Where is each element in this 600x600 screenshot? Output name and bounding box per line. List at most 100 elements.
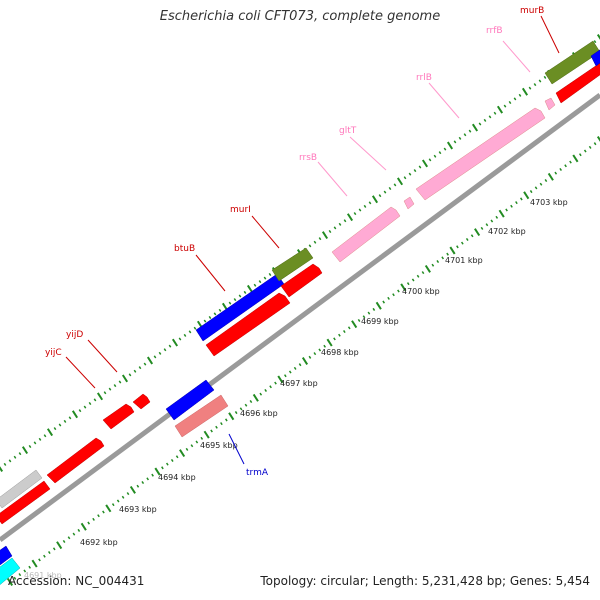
minor-tick (308, 355, 312, 359)
minor-tick (406, 282, 410, 286)
minor-tick (188, 330, 192, 334)
gene-label-rrsB[interactable]: rrsB (299, 153, 317, 163)
minor-tick (298, 363, 302, 367)
gene-feature-trmA[interactable] (165, 379, 215, 421)
gene-feature-salmon[interactable] (174, 394, 229, 438)
genome-backbone (0, 92, 600, 543)
minor-tick (446, 252, 449, 256)
minor-tick (458, 136, 462, 140)
major-tick (6, 578, 14, 586)
minor-tick (465, 237, 469, 241)
major-tick (46, 428, 54, 437)
minor-tick (493, 111, 497, 115)
minor-tick (13, 455, 17, 459)
gene-feature-red[interactable] (205, 292, 291, 357)
major-tick (351, 320, 358, 329)
major-tick (471, 123, 479, 132)
minor-tick (593, 142, 597, 146)
minor-tick (533, 83, 537, 87)
minor-tick (200, 436, 204, 440)
major-tick (396, 177, 404, 186)
gene-feature-murI[interactable] (271, 247, 314, 282)
minor-tick (383, 190, 387, 194)
gene-label-rrfB[interactable]: rrfB (486, 26, 503, 36)
minor-tick (456, 245, 459, 249)
minor-tick (431, 263, 435, 267)
minor-tick (78, 409, 82, 413)
minor-tick (220, 422, 223, 426)
gene-label-trmA[interactable]: trmA (246, 468, 269, 478)
minor-tick (215, 425, 218, 429)
minor-tick (228, 301, 232, 305)
minor-tick (87, 521, 91, 525)
minor-tick (170, 458, 174, 462)
major-tick (146, 356, 154, 365)
major-tick (129, 485, 136, 494)
gene-feature-red[interactable] (102, 403, 135, 430)
gene-feature-red[interactable] (132, 393, 151, 410)
minor-tick (52, 547, 56, 551)
gene-feature-rrlB[interactable] (415, 107, 546, 201)
major-tick (246, 284, 254, 293)
major-tick (421, 159, 429, 168)
minor-tick (68, 416, 72, 420)
minor-tick (102, 510, 105, 514)
gene-feature-red[interactable] (46, 437, 105, 484)
minor-tick (116, 499, 120, 503)
minor-tick (43, 554, 46, 558)
minor-tick (97, 514, 100, 518)
scale-label: 4692 kbp (80, 538, 118, 547)
gene-feature-gltT[interactable] (403, 196, 415, 210)
minor-tick (58, 423, 62, 427)
minor-tick (441, 256, 445, 260)
minor-tick (503, 104, 507, 108)
gene-feature-rrfB[interactable] (544, 97, 556, 111)
gene-feature-red[interactable] (280, 263, 323, 298)
gene-label-gltT[interactable]: gltT (339, 126, 357, 136)
scale-label: 4695 kbp (200, 441, 238, 450)
minor-tick (67, 536, 71, 540)
minor-tick (387, 296, 390, 300)
gene-label-rrlB[interactable]: rrlB (416, 73, 432, 83)
minor-tick (485, 223, 489, 227)
minor-tick (333, 337, 336, 341)
minor-tick (268, 272, 272, 277)
gene-label-yijD[interactable]: yijD (66, 330, 83, 340)
minor-tick (347, 326, 351, 330)
gene-feature-cyan[interactable] (0, 557, 21, 588)
minor-tick (208, 315, 212, 320)
major-tick (0, 466, 4, 472)
minor-tick (488, 115, 492, 119)
label-leaders (65, 15, 560, 465)
major-tick (105, 504, 112, 513)
gene-feature-murB[interactable] (544, 40, 600, 85)
minor-tick (53, 427, 57, 431)
gene-label-murI[interactable]: murI (230, 205, 251, 215)
scale-label: 4698 kbp (321, 348, 359, 357)
gene-feature-rrsB[interactable] (331, 206, 401, 263)
minor-tick (141, 481, 145, 485)
minor-tick (244, 403, 248, 407)
minor-tick (38, 558, 41, 562)
tick-tracks (0, 34, 600, 586)
gene-feature-blue[interactable] (0, 545, 13, 566)
major-tick (498, 209, 505, 218)
minor-tick (463, 133, 467, 137)
minor-tick (438, 151, 442, 155)
gene-label-btuB[interactable]: btuB (174, 244, 195, 254)
gene-feature-red[interactable] (0, 480, 51, 525)
gene-label-yijC[interactable]: yijC (45, 348, 62, 358)
minor-tick (538, 79, 542, 83)
gene-label-murB[interactable]: murB (520, 6, 544, 16)
minor-tick (33, 441, 37, 445)
minor-tick (77, 528, 81, 532)
major-tick (596, 136, 600, 142)
gene-feature-gray[interactable] (0, 469, 43, 509)
minor-tick (460, 241, 464, 245)
gene-feature-red[interactable] (555, 62, 600, 104)
minor-tick (583, 149, 587, 153)
major-tick (203, 430, 210, 439)
minor-tick (393, 183, 397, 187)
minor-tick (518, 93, 522, 97)
minor-tick (168, 344, 172, 348)
